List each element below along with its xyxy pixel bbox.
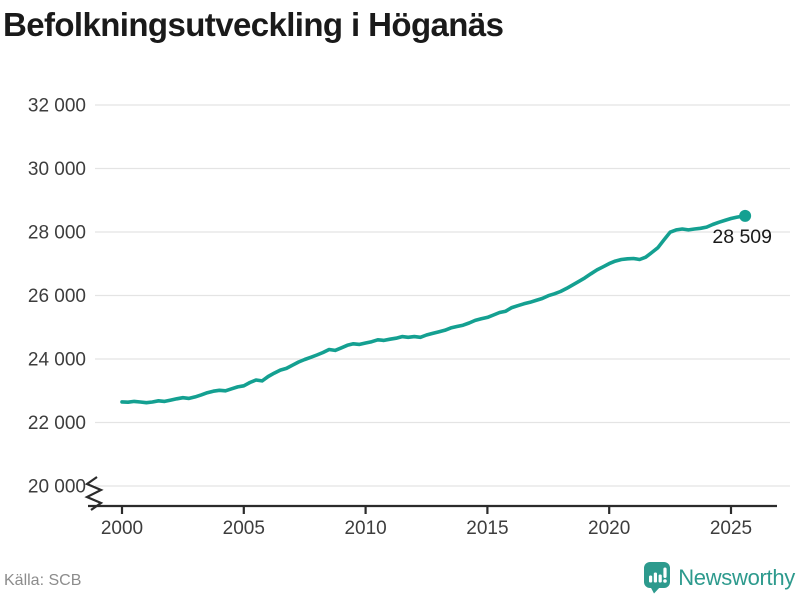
y-tick-label: 32 000 <box>28 96 86 117</box>
x-tick-label: 2005 <box>223 518 265 539</box>
x-tick-label: 2010 <box>344 518 386 539</box>
x-tick-label: 2015 <box>466 518 508 539</box>
newsworthy-bar-chart-bubble-icon <box>644 562 671 594</box>
x-tick-label: 2000 <box>101 518 143 539</box>
end-value-label: 28 509 <box>712 226 772 248</box>
x-tick-label: 2025 <box>710 518 752 539</box>
y-tick-label: 24 000 <box>28 350 86 371</box>
brand-name: Newsworthy <box>678 564 795 590</box>
axis-break-icon <box>84 476 104 511</box>
y-tick-label: 26 000 <box>28 286 86 307</box>
population-line <box>120 214 747 405</box>
newsworthy-logo: Newsworthy <box>643 561 795 594</box>
x-tick-label: 2020 <box>588 518 630 539</box>
end-point-dot <box>739 209 752 222</box>
population-line-chart: 20 000 22 000 24 000 26 000 28 000 30 000 32 0… <box>28 96 790 539</box>
y-tick-label: 30 000 <box>28 159 86 180</box>
source-label: Källa: SCB <box>4 572 82 589</box>
y-tick-label: 28 000 <box>28 223 86 244</box>
y-tick-label: 22 000 <box>28 413 86 434</box>
page-title: Befolkningsutveckling i Höganäs <box>3 6 504 43</box>
y-tick-label: 20 000 <box>28 477 86 498</box>
